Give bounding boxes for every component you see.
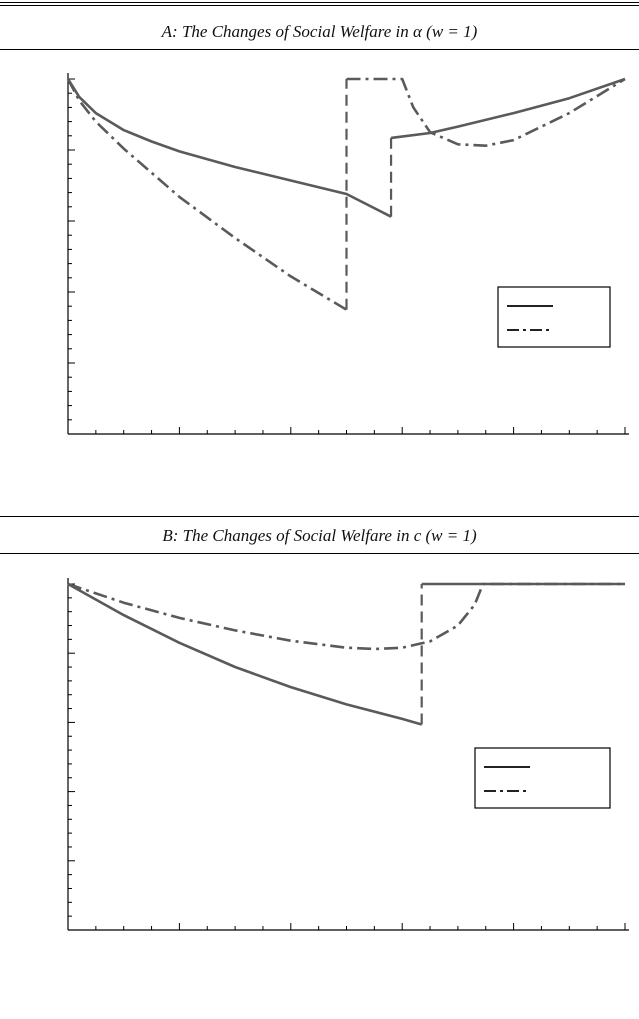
legend-box xyxy=(497,286,611,348)
series-2-line xyxy=(67,582,625,651)
panel-a-title: A: The Changes of Social Welfare in α (w… xyxy=(161,22,478,41)
series-2-line xyxy=(346,77,626,147)
panel-b-top-rule xyxy=(0,516,639,517)
panel-a-chart xyxy=(66,73,629,435)
panel-b-chart xyxy=(67,578,629,931)
panel-b-title: B: The Changes of Social Welfare in c (w… xyxy=(162,526,477,545)
legend-box xyxy=(474,747,611,809)
series-1-line xyxy=(66,78,392,218)
panel-a-title-rule xyxy=(0,49,639,50)
top-double-rule-2 xyxy=(0,5,639,6)
series-1-line xyxy=(390,77,626,140)
top-double-rule-1 xyxy=(0,2,639,3)
series-2-line xyxy=(66,78,348,311)
panel-b-title-rule xyxy=(0,553,639,554)
series-1-line xyxy=(67,582,423,726)
